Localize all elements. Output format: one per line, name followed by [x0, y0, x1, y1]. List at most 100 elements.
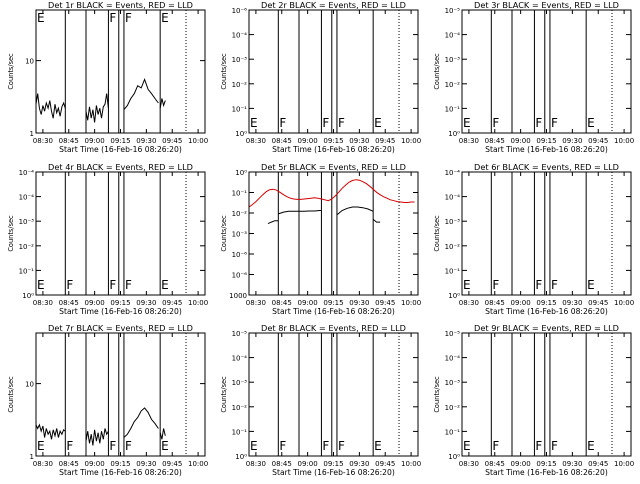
y-tick-label: 1000: [229, 292, 247, 300]
x-tick-label: 08:30: [459, 460, 479, 468]
plot-panel-2: Det 2r BLACK = Events, RED = LLD 08:30 08:…: [220, 0, 421, 154]
y-tick-label: 10⁻⁴: [19, 194, 35, 202]
plot-panel-5: Det 5r BLACK = Events, RED = LLD 08:30 08:…: [220, 162, 421, 316]
y-tick-label: 10⁻²: [232, 404, 248, 412]
plot-panel-7: Det 7r BLACK = Events, RED = LLD 08:30 08:…: [7, 323, 208, 477]
y-tick-label: 10⁻⁴: [232, 32, 248, 40]
segment-marker-e: E: [161, 439, 169, 453]
y-tick-label: 1: [30, 130, 34, 138]
y-axis-label: Counts/sec: [7, 53, 15, 90]
y-tick-label: 10⁻²: [232, 81, 248, 89]
segment-marker-e: E: [250, 116, 258, 130]
y-tick-label: 10⁻⁴: [445, 32, 461, 40]
plot-title: Det 3r BLACK = Events, RED = LLD: [474, 0, 619, 10]
y-tick-label: 10⁻¹: [445, 267, 461, 275]
y-tick-label: 10⁻²: [232, 210, 248, 218]
plot-frame: [35, 171, 206, 296]
x-axis-label: Start Time (16-Feb-16 08:26:20): [272, 468, 395, 477]
y-tick-label: 10⁻³: [445, 218, 461, 226]
x-tick-label: 09:45: [375, 460, 395, 468]
x-tick-label: 09:15: [536, 460, 556, 468]
segment-marker-e: E: [463, 116, 471, 130]
y-tick-label: 10⁰: [448, 292, 460, 300]
x-tick-label: 08:45: [59, 460, 79, 468]
y-tick-label: 10⁻²: [445, 81, 461, 89]
y-tick-label: 10⁻⁶: [232, 7, 248, 15]
x-axis-label: Start Time (16-Feb-16 08:26:20): [272, 145, 395, 154]
y-tick-label: 10⁻⁵: [232, 330, 248, 338]
y-tick-label: 10⁻³: [445, 56, 461, 64]
x-tick-label: 09:30: [136, 460, 156, 468]
x-tick-label: 09:15: [536, 137, 556, 145]
y-tick-label: 10⁻³: [232, 56, 248, 64]
y-tick-label: 10⁻³: [232, 379, 248, 387]
x-tick-label: 09:15: [110, 299, 130, 307]
plot-frame: [248, 9, 419, 134]
series-line: [85, 93, 109, 123]
series-line: [159, 98, 166, 109]
x-tick-label: 09:00: [85, 299, 105, 307]
y-tick-label: 10⁻⁵: [445, 7, 461, 15]
y-axis-label: Counts/sec: [433, 53, 441, 90]
x-tick-label: 09:45: [588, 299, 608, 307]
y-tick-label: 1: [30, 453, 34, 461]
y-tick-label: 10⁻¹: [445, 428, 461, 436]
segment-marker-f: F: [338, 116, 345, 130]
segment-marker-e: E: [37, 439, 45, 453]
plot-frame: [461, 9, 632, 134]
segment-marker-f: F: [66, 278, 73, 292]
x-tick-label: 08:45: [485, 299, 505, 307]
x-tick-label: 09:00: [85, 460, 105, 468]
segment-marker-f: F: [492, 116, 499, 130]
x-tick-label: 08:30: [33, 299, 53, 307]
y-axis-label: Counts/sec: [433, 376, 441, 413]
segment-marker-f: F: [66, 439, 73, 453]
segment-marker-e: E: [587, 439, 595, 453]
y-tick-label: 10⁻¹: [232, 190, 248, 198]
plot-title: Det 5r BLACK = Events, RED = LLD: [261, 162, 406, 172]
x-tick-label: 08:30: [33, 460, 53, 468]
y-tick-label: 10⁻⁵: [445, 330, 461, 338]
x-tick-label: 10:00: [188, 299, 208, 307]
y-tick-label: 10⁻³: [445, 379, 461, 387]
plot-panel-4: Det 4r BLACK = Events, RED = LLD 08:30 08:…: [7, 162, 208, 316]
x-tick-label: 10:00: [188, 137, 208, 145]
x-axis-label: Start Time (16-Feb-16 08:26:20): [59, 307, 182, 316]
x-tick-label: 09:45: [162, 137, 182, 145]
plot-panel-3: Det 3r BLACK = Events, RED = LLD 08:30 08:…: [433, 0, 634, 154]
series-group: [249, 179, 415, 225]
y-tick-label: 10: [25, 381, 34, 389]
x-tick-label: 09:45: [588, 137, 608, 145]
y-tick-label: 10⁰: [235, 130, 247, 138]
x-tick-label: 10:00: [401, 460, 421, 468]
x-tick-label: 10:00: [614, 137, 634, 145]
x-tick-label: 10:00: [188, 460, 208, 468]
segment-marker-f: F: [125, 439, 132, 453]
y-tick-label: 10⁻¹: [232, 428, 248, 436]
y-axis-label: Counts/sec: [220, 53, 228, 90]
x-tick-label: 09:30: [349, 137, 369, 145]
x-tick-label: 09:30: [136, 299, 156, 307]
segment-marker-e: E: [587, 116, 595, 130]
y-tick-label: 10⁻³: [19, 218, 35, 226]
x-tick-label: 09:15: [110, 137, 130, 145]
segment-marker-f: F: [551, 278, 558, 292]
y-tick-label: 10⁻⁶: [232, 251, 248, 259]
segment-marker-f: F: [279, 116, 286, 130]
segment-marker-f: F: [535, 278, 542, 292]
x-tick-label: 09:00: [85, 137, 105, 145]
x-tick-label: 08:30: [33, 137, 53, 145]
plot-title: Det 6r BLACK = Events, RED = LLD: [474, 162, 619, 172]
x-tick-label: 09:45: [588, 460, 608, 468]
x-tick-label: 09:30: [562, 460, 582, 468]
series-line: [36, 423, 66, 440]
series-line: [267, 220, 279, 225]
x-tick-label: 09:30: [349, 460, 369, 468]
y-tick-label: 10⁰: [235, 453, 247, 461]
x-axis-label: Start Time (16-Feb-16 08:26:20): [485, 307, 608, 316]
x-tick-label: 08:30: [246, 460, 266, 468]
y-axis-label: Counts/sec: [220, 376, 228, 413]
y-tick-label: 10⁰: [235, 169, 247, 177]
x-tick-label: 09:15: [323, 460, 343, 468]
x-tick-label: 09:30: [136, 137, 156, 145]
